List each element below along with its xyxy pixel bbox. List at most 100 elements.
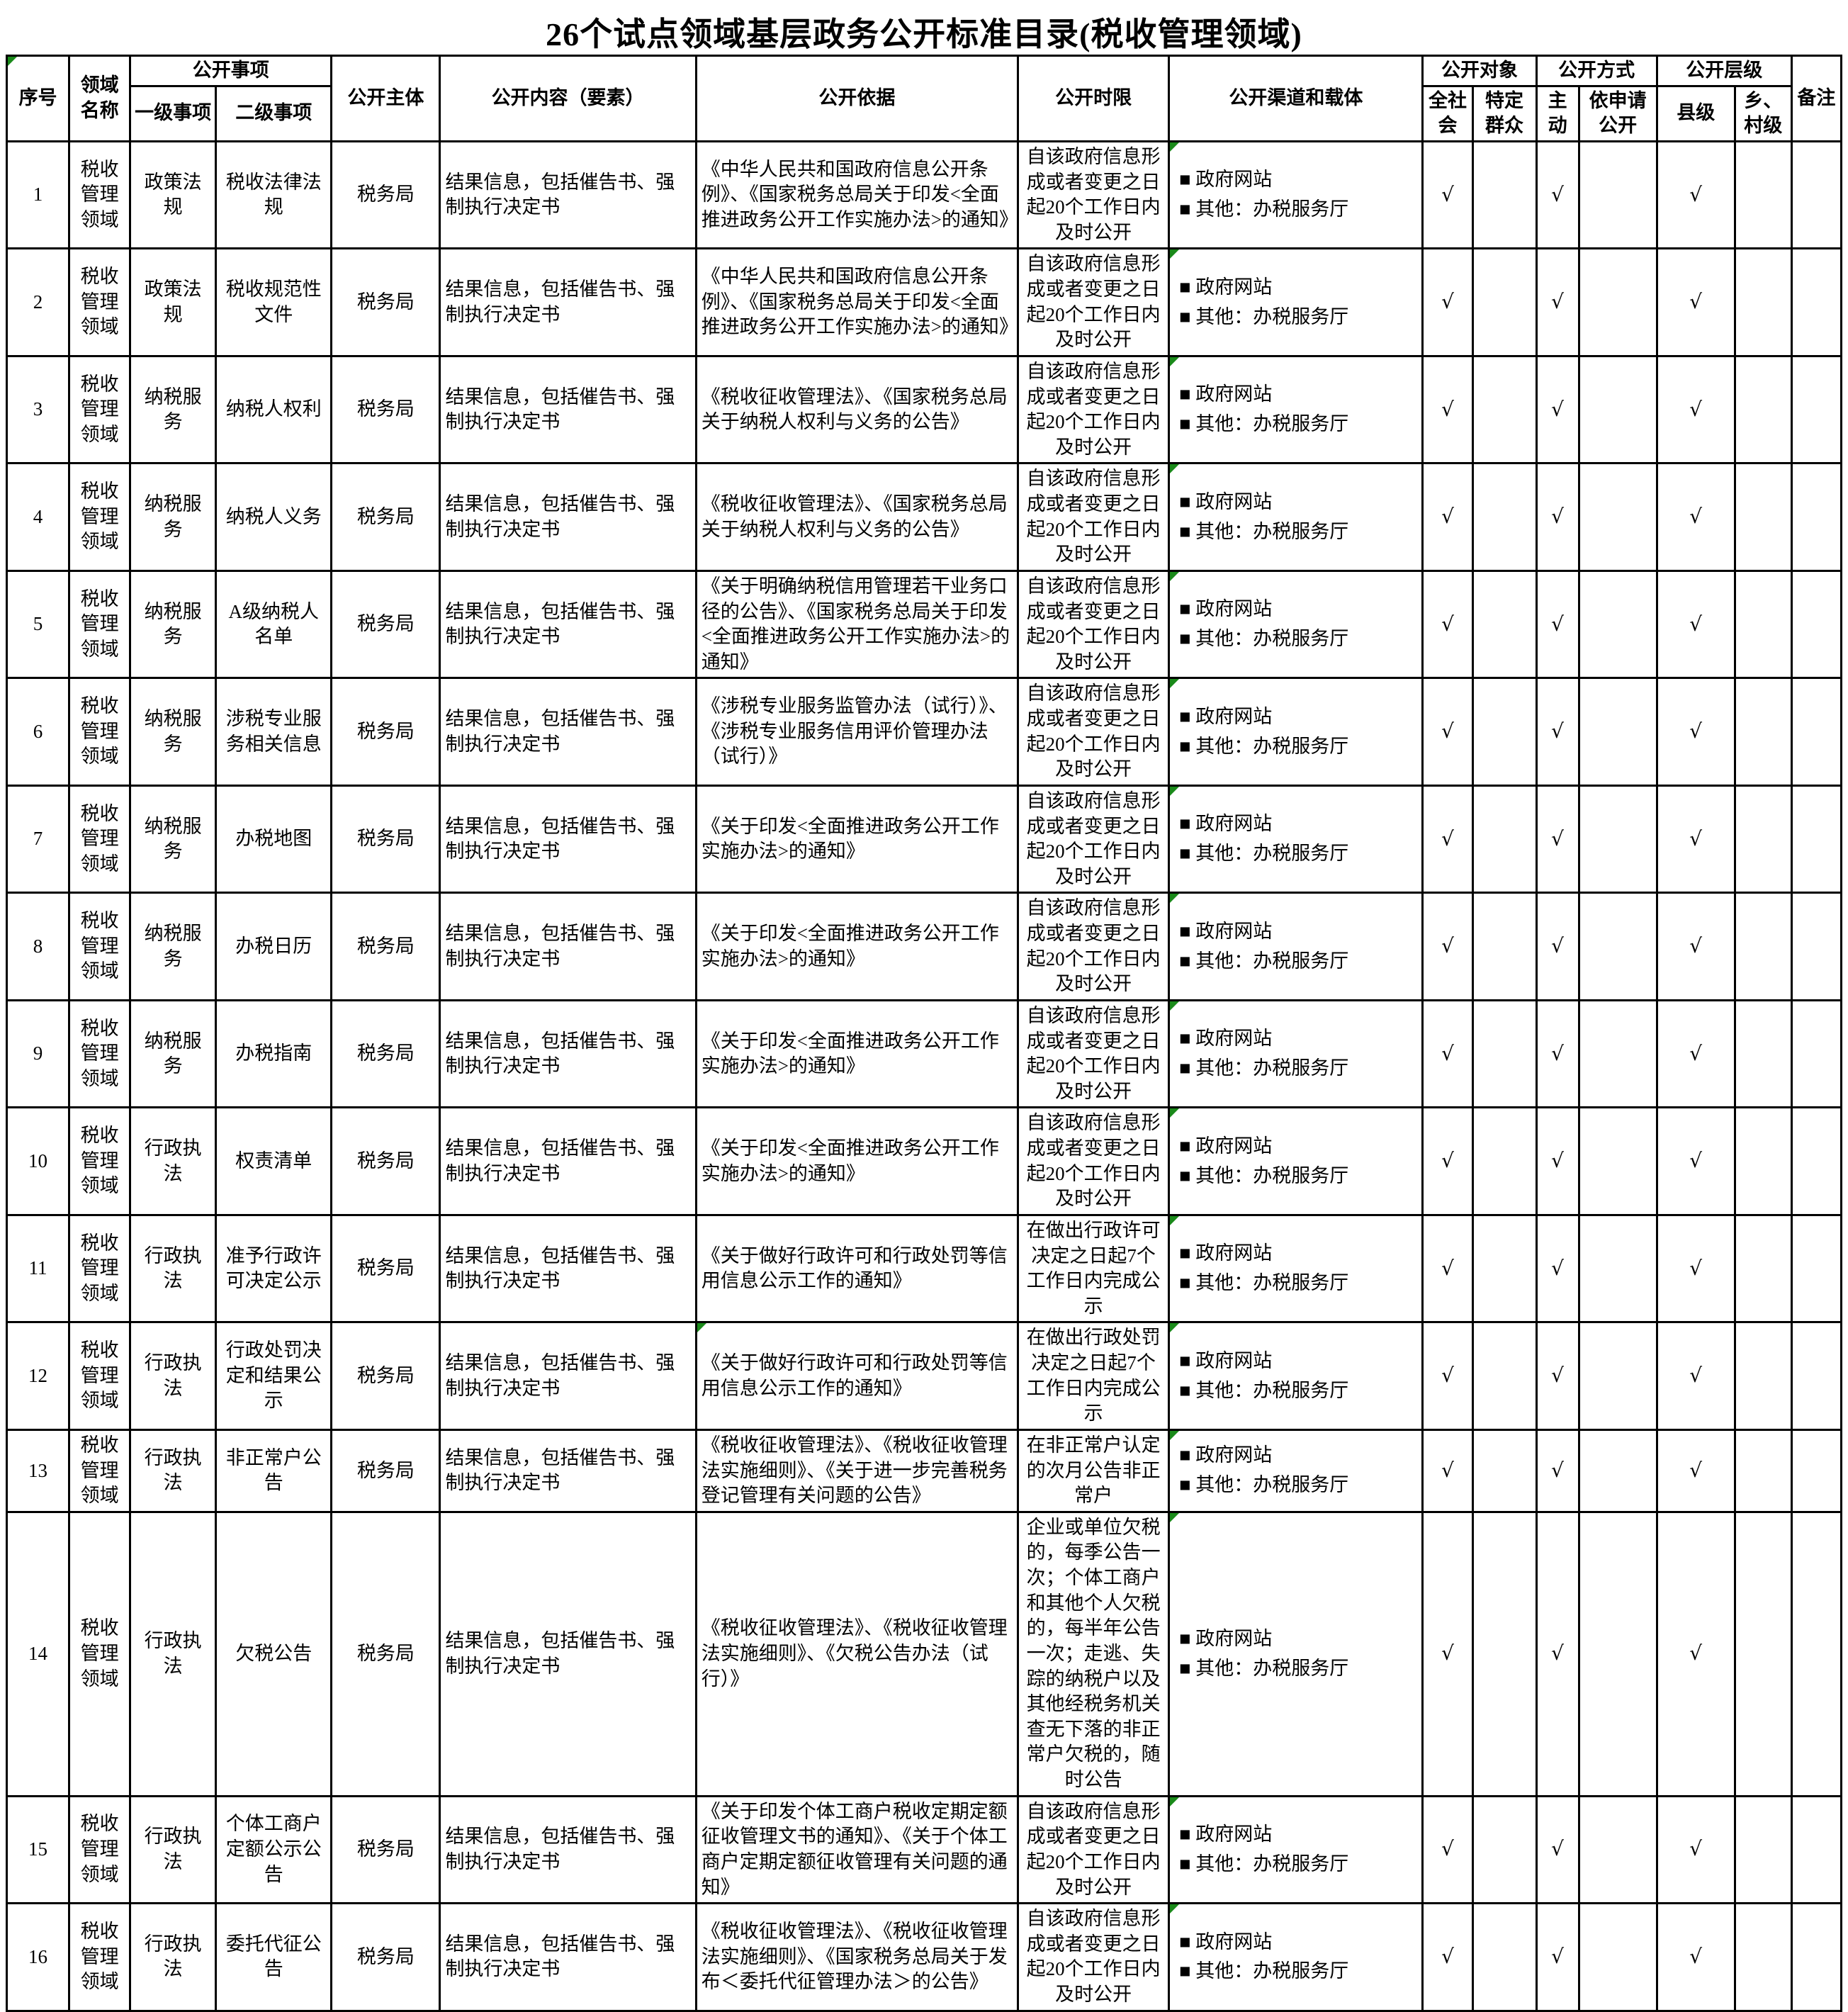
level1-cell: 行政执法 [129, 1794, 218, 1905]
check-township [1733, 784, 1793, 894]
remark-cell [1790, 1321, 1843, 1431]
basis-cell: 《税收征收管理法》、《国家税务总局关于纳税人权利与义务的公告》 [694, 354, 1020, 465]
domain-cell: 税收管理领域 [68, 1428, 132, 1513]
remark-cell [1790, 677, 1843, 787]
time-cell: 自该政府信息形成或者变更之日起20个工作日内及时公开 [1017, 247, 1171, 357]
page-title: 26个试点领域基层政务公开标准目录(税收管理领域) [546, 16, 1302, 52]
channel-line-website: ■ 政府网站 [1179, 1135, 1273, 1157]
content-cell: 结果信息，包括催告书、强制执行决定书 [439, 462, 697, 572]
level1-cell: 政策法规 [129, 140, 218, 250]
time-cell: 自该政府信息形成或者变更之日起20个工作日内及时公开 [1017, 1902, 1171, 2012]
table-row: 15 税收管理领域 行政执法 个体工商户定额公示公告 税务局 结果信息，包括催告书、强制执… [5, 1794, 1843, 1905]
channel-line-other: ■ 其他：办税服务厅 [1179, 843, 1349, 865]
channel-line-other: ■ 其他：办税服务厅 [1179, 1272, 1349, 1294]
check-society: √ [1421, 677, 1474, 787]
channel-cell: ■ 政府网站 ■ 其他：办税服务厅 [1168, 677, 1424, 787]
level1-cell: 纳税服务 [129, 784, 218, 894]
header-no: 序号 [5, 55, 71, 142]
row-number: 6 [5, 677, 71, 787]
header-domain: 领域名称 [68, 55, 132, 142]
header-group-matters: 公开事项 [129, 55, 333, 87]
level2-cell: 涉税专业服务相关信息 [215, 677, 333, 787]
channel-line-website: ■ 政府网站 [1179, 1242, 1273, 1264]
channel-line-other: ■ 其他：办税服务厅 [1179, 198, 1349, 220]
level2-cell: 非正常户公告 [215, 1428, 333, 1513]
row-number: 3 [5, 354, 71, 465]
content-cell: 结果信息，包括催告书、强制执行决定书 [439, 784, 697, 894]
channel-cell: ■ 政府网站 ■ 其他：办税服务厅 [1168, 892, 1424, 1001]
check-society: √ [1421, 140, 1474, 250]
table-row: 5 税收管理领域 纳税服务 A级纳税人名单 税务局 结果信息，包括催告书、强制执行决定书《… [5, 569, 1843, 680]
channel-line-other: ■ 其他：办税服务厅 [1179, 1164, 1349, 1186]
check-county: √ [1655, 1510, 1736, 1797]
check-active: √ [1535, 140, 1580, 250]
basis-cell: 《关于印发个体工商户税收定期定额征收管理文书的通知》、《关于个体工商户定期定额征… [694, 1794, 1020, 1905]
channel-cell: ■ 政府网站 ■ 其他：办税服务厅 [1168, 140, 1424, 250]
table-row: 14 税收管理领域 行政执法 欠税公告 税务局 结果信息，包括催告书、强制执行决定书 《税收… [5, 1510, 1843, 1797]
remark-cell [1790, 1902, 1843, 2012]
domain-cell: 税收管理领域 [68, 247, 132, 357]
channel-line-other: ■ 其他：办税服务厅 [1179, 305, 1349, 327]
check-specific [1471, 1794, 1538, 1905]
level2-cell: 委托代征公告 [215, 1902, 333, 2012]
domain-cell: 税收管理领域 [68, 677, 132, 787]
header-township: 乡、村级 [1733, 84, 1793, 142]
basis-cell: 《中华人民共和国政府信息公开条例》、《国家税务总局关于印发<全面推进政务公开工作… [694, 140, 1020, 250]
channel-line-other: ■ 其他：办税服务厅 [1179, 1057, 1349, 1079]
header-level2: 二级事项 [215, 84, 333, 142]
check-request [1577, 1902, 1658, 2012]
table-row: 3 税收管理领域 纳税服务 纳税人权利 税务局 结果信息，包括催告书、强制执行决定书 《税收… [5, 354, 1843, 465]
header-subject: 公开主体 [330, 55, 441, 142]
row-number: 14 [5, 1510, 71, 1797]
time-cell: 自该政府信息形成或者变更之日起20个工作日内及时公开 [1017, 1106, 1171, 1216]
remark-cell [1790, 1794, 1843, 1905]
check-specific [1471, 892, 1538, 1001]
remark-cell [1790, 1106, 1843, 1216]
content-cell: 结果信息，包括催告书、强制执行决定书 [439, 247, 697, 357]
check-specific [1471, 1106, 1538, 1216]
remark-cell [1790, 784, 1843, 894]
header-county: 县级 [1655, 84, 1736, 142]
channel-line-website: ■ 政府网站 [1179, 920, 1273, 942]
check-county: √ [1655, 354, 1736, 465]
time-cell: 在做出行政许可决定之日起7个工作日内完成公示 [1017, 1213, 1171, 1324]
basis-cell: 《税收征收管理法》、《税收征收管理法实施细则》、《欠税公告办法（试行）》 [694, 1510, 1020, 1797]
channel-cell: ■ 政府网站 ■ 其他：办税服务厅 [1168, 1902, 1424, 2012]
check-specific [1471, 1213, 1538, 1324]
level2-cell: 个体工商户定额公示公告 [215, 1794, 333, 1905]
level1-cell: 纳税服务 [129, 569, 218, 680]
check-active: √ [1535, 1902, 1580, 2012]
check-society: √ [1421, 247, 1474, 357]
time-cell: 企业或单位欠税的，每季公告一次；个体工商户和其他个人欠税的，每半年公告一次；走逃… [1017, 1510, 1171, 1797]
channel-line-website: ■ 政府网站 [1179, 1930, 1273, 1952]
subject-cell: 税务局 [330, 1428, 441, 1513]
subject-cell: 税务局 [330, 462, 441, 572]
header-group-method: 公开方式 [1535, 55, 1658, 87]
check-society: √ [1421, 569, 1474, 680]
domain-cell: 税收管理领域 [68, 892, 132, 1001]
remark-cell [1790, 999, 1843, 1109]
check-request [1577, 892, 1658, 1001]
content-cell: 结果信息，包括催告书、强制执行决定书 [439, 1428, 697, 1513]
check-county: √ [1655, 1902, 1736, 2012]
remark-cell [1790, 1213, 1843, 1324]
domain-cell: 税收管理领域 [68, 462, 132, 572]
basis-cell: 《中华人民共和国政府信息公开条例》、《国家税务总局关于印发<全面推进政务公开工作… [694, 247, 1020, 357]
level1-cell: 行政执法 [129, 1428, 218, 1513]
level2-cell: 纳税人权利 [215, 354, 333, 465]
header-content: 公开内容（要素） [439, 55, 697, 142]
channel-line-website: ■ 政府网站 [1179, 1627, 1273, 1649]
check-county: √ [1655, 140, 1736, 250]
channel-line-website: ■ 政府网站 [1179, 813, 1273, 835]
table-row: 13 税收管理领域 行政执法 非正常户公告 税务局 结果信息，包括催告书、强制执行决定书《… [5, 1428, 1843, 1513]
check-request [1577, 1428, 1658, 1513]
channel-cell: ■ 政府网站 ■ 其他：办税服务厅 [1168, 1106, 1424, 1216]
channel-line-other: ■ 其他：办税服务厅 [1179, 1853, 1349, 1875]
check-specific [1471, 1510, 1538, 1797]
channel-cell: ■ 政府网站 ■ 其他：办税服务厅 [1168, 1213, 1424, 1324]
channel-line-other: ■ 其他：办税服务厅 [1179, 520, 1349, 542]
time-cell: 自该政府信息形成或者变更之日起20个工作日内及时公开 [1017, 140, 1171, 250]
time-cell: 自该政府信息形成或者变更之日起20个工作日内及时公开 [1017, 999, 1171, 1109]
channel-line-website: ■ 政府网站 [1179, 169, 1273, 191]
check-request [1577, 1510, 1658, 1797]
